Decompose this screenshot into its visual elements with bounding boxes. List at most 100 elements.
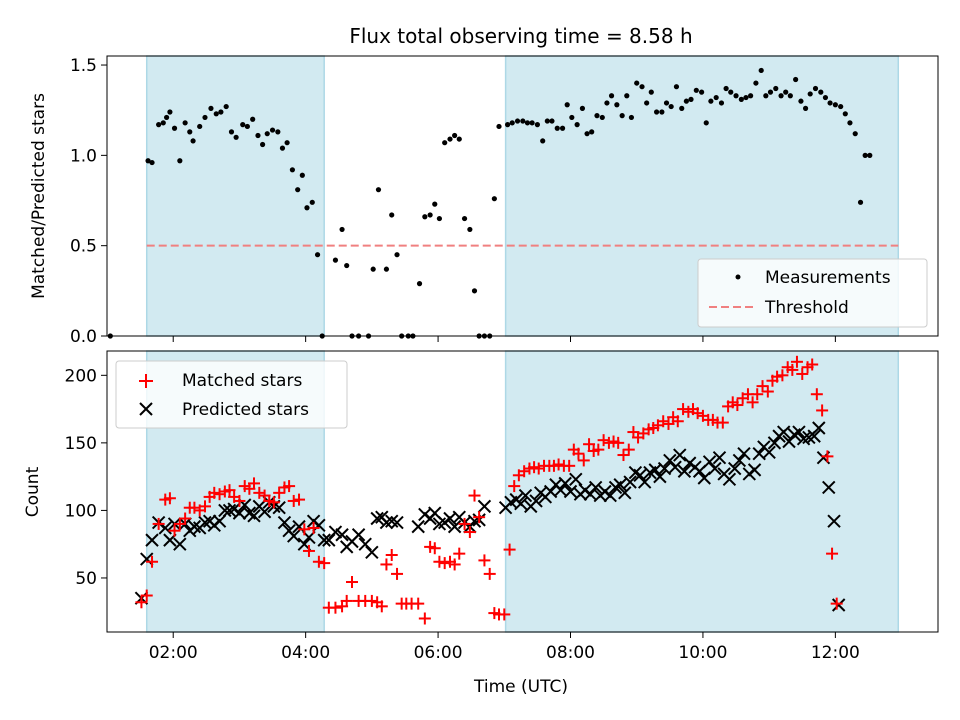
predicted-stars-point (365, 545, 379, 560)
matched-stars-point (135, 596, 148, 609)
measurement-point (149, 159, 155, 166)
measurement-point (275, 129, 281, 135)
predicted-stroke (317, 533, 331, 547)
predicted-stars-point (697, 471, 711, 485)
measurement-point (447, 136, 453, 142)
matched-stars-point (552, 458, 565, 471)
measurement-point (574, 122, 580, 128)
y-tick-label: 200 (65, 366, 97, 386)
matched-stars-point (213, 488, 226, 501)
predicted-stroke (628, 465, 643, 480)
predicted-stroke (328, 525, 343, 539)
measurement-point (509, 120, 515, 126)
measurement-point (505, 122, 511, 128)
predicted-stroke (812, 421, 826, 435)
matched-stars-point (302, 544, 315, 557)
predicted-stroke (145, 533, 159, 547)
matched-stars-point (657, 415, 670, 428)
measurement-point (163, 114, 170, 121)
measurement-point (208, 105, 214, 111)
legend-measurements-label: Measurements (765, 268, 891, 288)
predicted-stars-point (514, 496, 528, 511)
measurement-point (743, 94, 749, 101)
matched-stars-point (412, 597, 425, 610)
predicted-stroke (257, 505, 272, 519)
shaded-interval (504, 350, 900, 633)
measurement-point (383, 266, 390, 272)
matched-stars-point (731, 399, 744, 412)
measurement-point (167, 109, 173, 115)
predicted-stroke (637, 475, 652, 489)
predicted-stroke (358, 537, 372, 551)
measurement-point (579, 105, 586, 111)
measurement-point (370, 266, 376, 272)
matched-stars-point (826, 547, 839, 560)
predicted-stars-point (812, 421, 826, 435)
measurement-point (614, 102, 620, 108)
measurement-point (842, 111, 848, 117)
measurement-point (812, 85, 819, 92)
predicted-stroke (322, 533, 336, 547)
predicted-stroke (648, 463, 662, 477)
measurement-point (807, 91, 813, 97)
matched-stars-point (771, 370, 784, 383)
predicted-stars-point (145, 533, 159, 547)
legend-threshold-label: Threshold (764, 298, 849, 318)
predicted-stars-point (673, 448, 687, 462)
predicted-stars-point (722, 472, 737, 487)
measurement-point (644, 100, 650, 106)
matched-stars-point (247, 477, 260, 490)
predicted-stars-point (677, 464, 692, 478)
predicted-stars-point (257, 505, 272, 519)
matched-stars-point (179, 512, 192, 525)
measurement-point (773, 85, 779, 92)
measurement-point (728, 89, 734, 95)
matched-stars-point (821, 450, 834, 463)
matched-stars-point (318, 557, 331, 570)
predicted-stroke (272, 501, 286, 515)
predicted-stars-point (653, 469, 667, 484)
measurement-point (456, 136, 462, 142)
matched-stars-point (375, 600, 388, 613)
measurement-point (339, 226, 345, 233)
matched-stars-point (345, 576, 358, 589)
measurement-point (529, 120, 535, 126)
matched-stars-point (592, 443, 605, 456)
measurement-point (524, 120, 531, 126)
matched-stars-point (140, 589, 153, 602)
predicted-stars-point (390, 515, 404, 530)
measurement-point (639, 84, 645, 90)
top-y-axis-label: Matched/Predicted stars (29, 93, 49, 299)
measurement-point (332, 257, 339, 263)
predicted-stars-point (618, 486, 632, 500)
measurement-point (299, 172, 305, 178)
predicted-stroke (673, 448, 687, 462)
measurement-point (758, 67, 764, 74)
matched-stars-point (307, 521, 320, 534)
matched-stars-point (329, 601, 342, 614)
measurement-point (416, 281, 423, 287)
matched-stars-point (223, 484, 236, 497)
measurement-point (394, 252, 400, 258)
bottom-y-axis-label: Count (23, 466, 43, 517)
predicted-stars-point (767, 436, 782, 450)
matched-stars-point (756, 380, 769, 393)
measurement-point (187, 129, 193, 135)
predicted-stars-point (827, 514, 841, 528)
predicted-stars-point (558, 476, 572, 491)
predicted-stroke (187, 519, 202, 534)
predicted-stars-point (370, 511, 384, 526)
x-tick-label: 04:00 (281, 643, 330, 663)
predicted-stroke (514, 496, 528, 511)
measurement-point (534, 122, 540, 128)
measurement-point (838, 103, 844, 110)
predicted-stars-point (792, 425, 806, 439)
predicted-stars-point (637, 475, 652, 489)
predicted-stroke (287, 529, 301, 543)
measurement-point (309, 199, 315, 205)
measurement-point (753, 80, 759, 86)
predicted-stroke (697, 471, 711, 485)
matched-stars-point (746, 396, 759, 409)
predicted-stars-point (668, 460, 682, 474)
